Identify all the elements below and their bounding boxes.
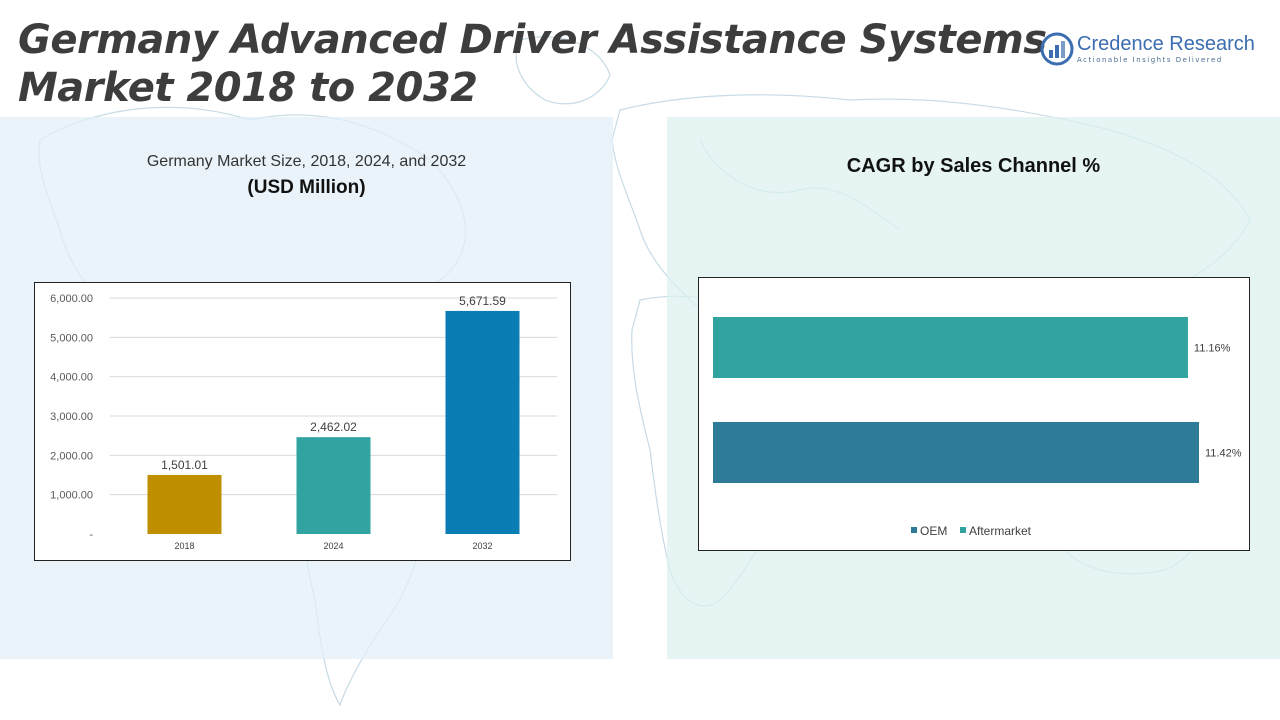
market-size-bar-chart: - 1,000.00 2,000.00 3,000.00 4,000.00 5,000.0… (50, 293, 557, 551)
y-tick-label: 4,000.00 (50, 372, 93, 384)
bar-2024 (296, 437, 371, 534)
legend-swatch (911, 527, 917, 533)
y-tick-label: 1,000.00 (50, 490, 93, 502)
page-title-line1: Germany Advanced Driver Assistance Syste… (18, 17, 1047, 63)
y-tick-label: 2,000.00 (50, 450, 93, 462)
y-tick-label: 5,000.00 (50, 332, 93, 344)
cagr-title: CAGR by Sales Channel % (846, 155, 1101, 177)
bar-value-label: 5,671.59 (459, 294, 506, 308)
brand-tagline: Actionable Insights Delivered (1077, 56, 1223, 64)
market-size-title: Germany Market Size, 2018, 2024, and 203… (146, 153, 467, 170)
cagr-horizontal-bar-chart: 11.16% 11.42% OEM Aftermarket (713, 317, 1242, 538)
legend-swatch (960, 527, 966, 533)
y-tick-label: 3,000.00 (50, 411, 93, 423)
bar-2032 (445, 310, 520, 534)
brand-logo-block: Credence Research Actionable Insights De… (1040, 30, 1270, 70)
legend-label: Aftermarket (969, 524, 1032, 538)
hbar-Aftermarket (713, 317, 1188, 378)
hbar-value-label: 11.42% (1205, 448, 1242, 460)
bar-chart-circle-icon (1040, 32, 1074, 66)
hbar-value-label: 11.16% (1194, 343, 1231, 355)
x-tick-label: 2018 (174, 541, 194, 551)
market-size-unit: (USD Million) (247, 177, 366, 198)
brand-name: Credence Research (1077, 33, 1255, 55)
bar-value-label: 1,501.01 (161, 458, 208, 472)
y-tick-label: - (89, 529, 93, 541)
page-title-line2: Market 2018 to 2032 (18, 65, 478, 111)
page-title: Germany Advanced Driver Assistance Syste… (18, 16, 1047, 112)
y-tick-label: 6,000.00 (50, 293, 93, 305)
x-tick-label: 2032 (472, 541, 492, 551)
cagr-chart: 11.16% 11.42% OEM Aftermarket (698, 277, 1250, 551)
bar-2018 (147, 474, 222, 534)
market-size-chart: - 1,000.00 2,000.00 3,000.00 4,000.00 5,000.0… (34, 282, 571, 561)
hbar-OEM (713, 422, 1199, 483)
bar-value-label: 2,462.02 (310, 420, 357, 434)
x-tick-label: 2024 (323, 541, 343, 551)
legend-label: OEM (920, 524, 947, 538)
